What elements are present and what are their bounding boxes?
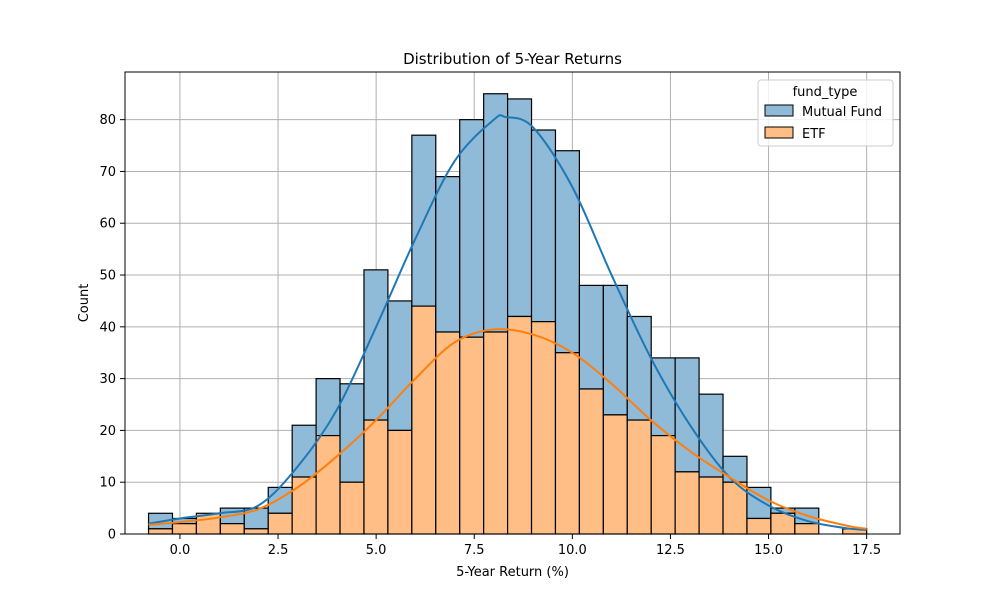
y-tick-label: 40 — [99, 320, 116, 335]
bar-mutual-fund — [554, 150, 581, 354]
bar-etf — [746, 517, 772, 535]
y-tick-label: 10 — [99, 476, 116, 491]
legend-swatch-mutual-fund — [764, 104, 794, 117]
bar-etf — [291, 476, 317, 535]
bar-etf — [363, 419, 389, 535]
kde-line-etf — [148, 328, 867, 530]
bar-etf — [243, 528, 269, 535]
y-tick-label: 70 — [99, 165, 116, 180]
x-tick-label: 15.0 — [754, 543, 783, 558]
bar-mutual-fund — [459, 119, 485, 338]
bar-etf — [578, 388, 604, 535]
kde-curves — [148, 114, 867, 531]
bar-etf — [650, 434, 676, 535]
bar-etf — [506, 315, 533, 535]
bar-mutual-fund — [530, 129, 557, 323]
bar-etf — [698, 476, 724, 535]
bar-etf — [147, 528, 174, 535]
bar-etf — [411, 305, 437, 535]
bar-etf — [219, 523, 245, 535]
y-tick-label: 0 — [108, 528, 116, 543]
bar-etf — [794, 523, 820, 535]
bar-etf — [554, 352, 581, 535]
y-tick-label: 50 — [99, 269, 116, 284]
bar-etf — [435, 331, 461, 535]
legend: fund_type Mutual Fund ETF — [757, 79, 894, 147]
bar-etf — [315, 434, 341, 535]
bar-etf — [602, 414, 628, 535]
y-tick-label: 60 — [99, 217, 116, 232]
bar-etf — [674, 471, 700, 535]
y-axis-label: Count — [77, 284, 92, 323]
bar-etf — [387, 429, 413, 535]
x-tick-label: 10.0 — [558, 543, 587, 558]
bar-mutual-fund — [746, 486, 772, 520]
bar-etf — [339, 481, 365, 535]
bar-etf — [267, 512, 293, 535]
chart-title: Distribution of 5-Year Returns — [403, 50, 622, 68]
x-tick-label: 7.5 — [464, 543, 485, 558]
legend-label-etf: ETF — [802, 127, 826, 142]
bar-mutual-fund — [626, 315, 652, 421]
plot-frame — [124, 71, 901, 535]
bar-mutual-fund — [483, 93, 509, 333]
bars — [147, 93, 868, 535]
bar-mutual-fund — [435, 176, 461, 333]
x-axis-ticks: 0.0 2.5 5.0 7.5 10.0 12.5 15.0 17.5 — [170, 534, 881, 558]
x-tick-label: 12.5 — [656, 543, 685, 558]
y-tick-label: 20 — [99, 424, 116, 439]
x-tick-label: 2.5 — [268, 543, 289, 558]
bar-etf — [626, 419, 652, 535]
x-tick-label: 5.0 — [366, 543, 387, 558]
legend-label-mutual-fund: Mutual Fund — [802, 105, 882, 120]
bar-mutual-fund — [315, 378, 341, 437]
bar-mutual-fund — [387, 300, 413, 432]
x-axis-label: 5-Year Return (%) — [456, 565, 569, 580]
y-axis-ticks: 0 10 20 30 40 50 60 70 80 — [99, 113, 125, 543]
bar-mutual-fund — [506, 98, 533, 318]
bar-mutual-fund — [722, 455, 748, 483]
bar-mutual-fund — [243, 507, 269, 530]
x-tick-label: 17.5 — [852, 543, 881, 558]
y-tick-label: 30 — [99, 372, 116, 387]
legend-swatch-etf — [764, 126, 794, 139]
bar-etf — [483, 331, 509, 535]
bar-etf — [530, 321, 557, 535]
bar-etf — [459, 336, 485, 535]
x-tick-label: 0.0 — [170, 543, 191, 558]
bar-etf — [171, 523, 198, 535]
y-tick-label: 80 — [99, 113, 116, 128]
kde-line-mutual-fund — [148, 114, 867, 531]
bar-mutual-fund — [267, 486, 293, 514]
legend-title: fund_type — [793, 85, 858, 100]
